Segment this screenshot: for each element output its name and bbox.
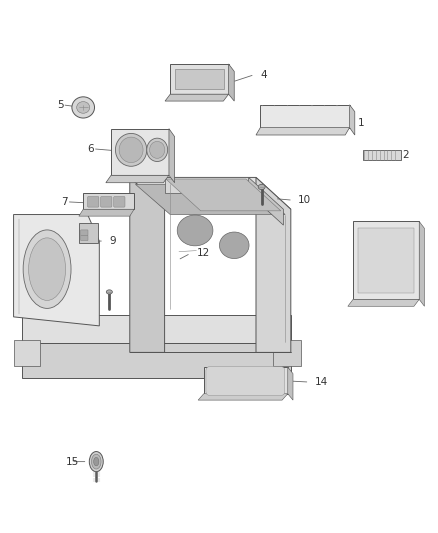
Text: 1: 1	[358, 118, 365, 128]
Polygon shape	[14, 215, 99, 326]
FancyBboxPatch shape	[81, 235, 88, 240]
FancyBboxPatch shape	[88, 197, 99, 207]
Ellipse shape	[23, 230, 71, 309]
FancyBboxPatch shape	[206, 367, 285, 395]
Polygon shape	[22, 316, 291, 343]
Ellipse shape	[92, 454, 101, 469]
Text: 12: 12	[196, 248, 210, 259]
Text: 15: 15	[66, 457, 79, 466]
Polygon shape	[169, 128, 175, 183]
Text: 8: 8	[14, 236, 21, 246]
Polygon shape	[22, 343, 291, 378]
Polygon shape	[350, 105, 355, 135]
Ellipse shape	[258, 184, 265, 190]
Polygon shape	[14, 340, 40, 366]
Ellipse shape	[28, 238, 66, 301]
Ellipse shape	[219, 232, 249, 259]
Text: 6: 6	[88, 144, 94, 154]
Ellipse shape	[116, 133, 147, 166]
Text: 9: 9	[110, 236, 116, 246]
Polygon shape	[170, 64, 229, 94]
Polygon shape	[83, 193, 134, 209]
Text: 10: 10	[298, 195, 311, 205]
Polygon shape	[130, 177, 291, 209]
Polygon shape	[249, 177, 283, 225]
Polygon shape	[165, 94, 229, 101]
Ellipse shape	[119, 137, 143, 163]
Polygon shape	[363, 150, 401, 160]
Ellipse shape	[177, 215, 213, 246]
Text: 14: 14	[315, 377, 328, 387]
Polygon shape	[256, 127, 350, 135]
Text: 13: 13	[83, 294, 96, 304]
Polygon shape	[273, 340, 301, 366]
Polygon shape	[198, 394, 288, 400]
Text: 11: 11	[393, 236, 406, 246]
Ellipse shape	[77, 102, 90, 114]
FancyBboxPatch shape	[101, 197, 112, 207]
FancyBboxPatch shape	[114, 197, 125, 207]
Polygon shape	[229, 64, 234, 101]
Polygon shape	[166, 179, 281, 211]
Polygon shape	[288, 367, 293, 400]
Polygon shape	[79, 223, 98, 243]
Text: 7: 7	[61, 197, 68, 207]
Ellipse shape	[94, 457, 99, 466]
Polygon shape	[348, 300, 419, 306]
Polygon shape	[175, 69, 224, 89]
Text: 2: 2	[402, 150, 408, 160]
Polygon shape	[204, 367, 288, 394]
Ellipse shape	[89, 451, 103, 472]
Polygon shape	[111, 128, 169, 175]
Polygon shape	[106, 175, 169, 183]
Polygon shape	[165, 177, 249, 193]
Ellipse shape	[72, 97, 95, 118]
Polygon shape	[79, 209, 134, 216]
Ellipse shape	[147, 138, 168, 161]
Polygon shape	[260, 105, 350, 127]
Polygon shape	[353, 221, 419, 300]
Text: 4: 4	[260, 70, 267, 79]
Text: 3: 3	[223, 199, 230, 209]
Polygon shape	[358, 228, 414, 293]
Polygon shape	[419, 221, 424, 306]
Text: 5: 5	[57, 100, 64, 110]
Ellipse shape	[106, 290, 113, 294]
FancyBboxPatch shape	[81, 230, 88, 235]
Polygon shape	[130, 177, 165, 352]
Polygon shape	[135, 184, 285, 215]
Ellipse shape	[150, 141, 165, 158]
Polygon shape	[256, 177, 291, 352]
